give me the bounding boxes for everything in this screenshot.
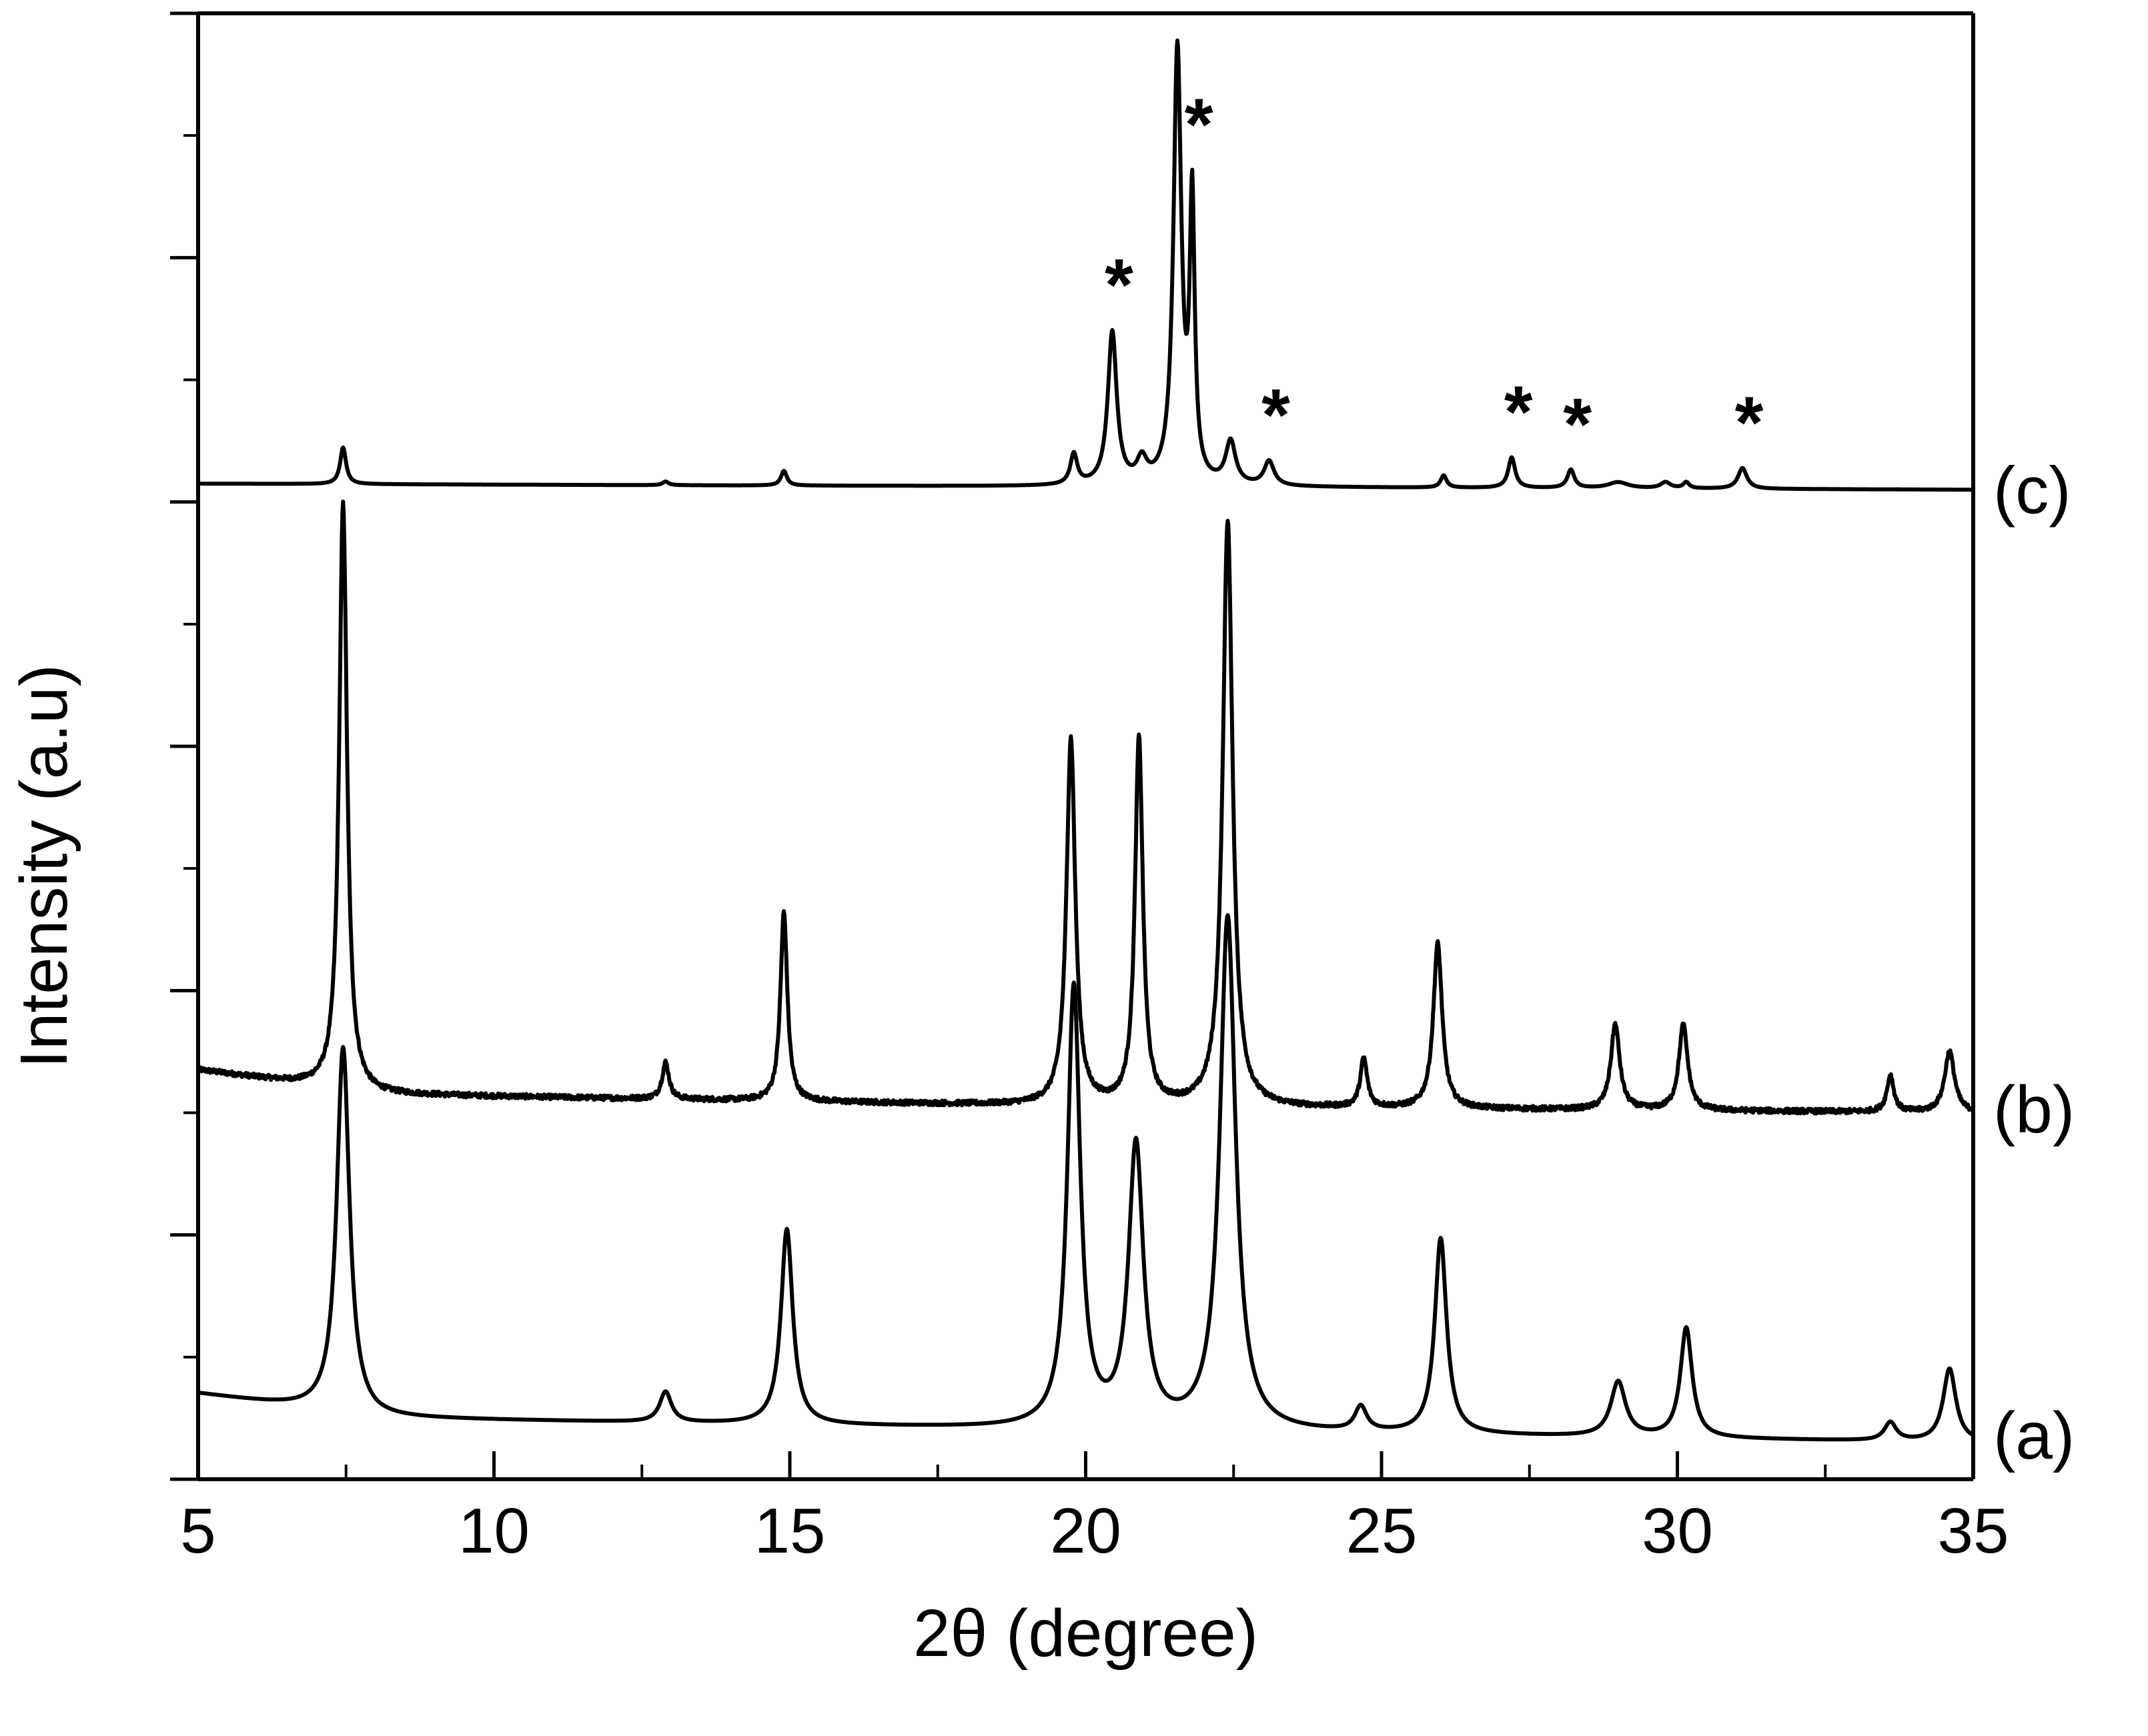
series-label: (a) xyxy=(1993,1399,2075,1473)
x-axis-title: 2θ (degree) xyxy=(913,1596,1258,1671)
peak-marker: * xyxy=(1735,382,1764,464)
x-axis-ticks: 5 10 15 20 25 30 35 xyxy=(180,1451,2009,1567)
peak-marker: * xyxy=(1261,374,1290,456)
series-label: (b) xyxy=(1993,1072,2075,1147)
label-layer: (a) (b) (c) xyxy=(1993,453,2075,1473)
peak-marker: * xyxy=(1185,84,1213,166)
series-line-0 xyxy=(196,913,1975,1442)
series-label: (c) xyxy=(1993,453,2071,528)
series-layer xyxy=(196,38,1975,1442)
peak-marker: * xyxy=(1105,244,1133,326)
annotation-layer: * * * * * * * xyxy=(1105,0,1764,466)
series-line-2 xyxy=(196,38,1975,492)
x-tick-label: 10 xyxy=(458,1495,530,1567)
peak-marker: * xyxy=(1563,383,1592,466)
series-line-1 xyxy=(196,500,1975,1116)
y-axis-ticks xyxy=(170,11,198,1481)
x-tick-label: 15 xyxy=(754,1495,826,1567)
x-tick-label: 5 xyxy=(180,1495,215,1567)
x-tick-label: 35 xyxy=(1938,1495,2009,1567)
peak-marker: * xyxy=(1504,371,1533,454)
x-tick-label: 30 xyxy=(1642,1495,1713,1567)
x-tick-label: 20 xyxy=(1050,1495,1121,1567)
peak-marker: * xyxy=(1170,0,1199,37)
x-tick-label: 25 xyxy=(1346,1495,1418,1567)
y-axis-title: Intensity (a.u) xyxy=(7,664,81,1068)
